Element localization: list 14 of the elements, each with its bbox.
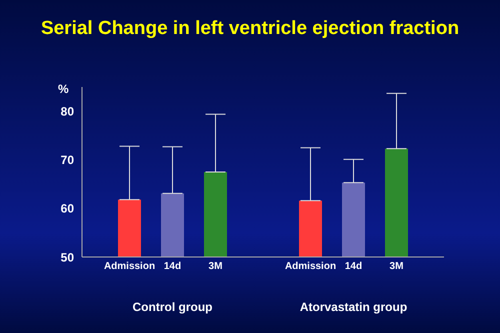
y-axis-title: % (58, 82, 69, 96)
series-label: 3M (208, 261, 222, 272)
text: Admission (284, 261, 336, 272)
y-tick-label: 50 (60, 250, 74, 264)
series-label: 14d (164, 261, 182, 272)
y-tick-label: 80 (60, 104, 74, 119)
text: 3M (390, 261, 404, 272)
x-tick-label: Atorvastatin group (300, 300, 408, 314)
x-tick-label: Control group (132, 300, 212, 314)
y-tick-label: 70 (60, 153, 74, 168)
chart-title: Serial Change in left ventricle ejection fraction (40, 18, 460, 40)
y-tick-label: 60 (60, 202, 74, 216)
text: 14d (344, 261, 362, 272)
series-label: Admission (104, 261, 156, 272)
